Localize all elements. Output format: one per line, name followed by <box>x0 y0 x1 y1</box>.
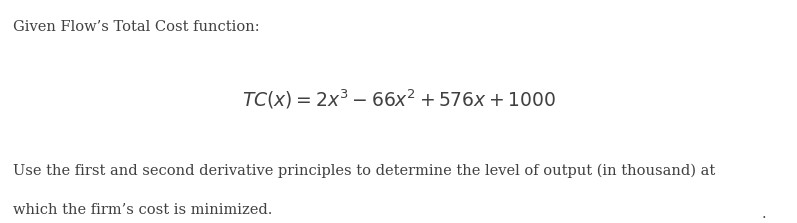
Text: which the firm’s cost is minimized.: which the firm’s cost is minimized. <box>13 203 272 217</box>
Text: Given Flow’s Total Cost function:: Given Flow’s Total Cost function: <box>13 20 259 34</box>
Text: $\mathit{TC}(x) = 2x^3 - 66x^2 + 576x + 1000$: $\mathit{TC}(x) = 2x^3 - 66x^2 + 576x + … <box>241 87 556 111</box>
Text: Use the first and second derivative principles to determine the level of output : Use the first and second derivative prin… <box>13 164 715 178</box>
Text: .: . <box>761 207 766 221</box>
